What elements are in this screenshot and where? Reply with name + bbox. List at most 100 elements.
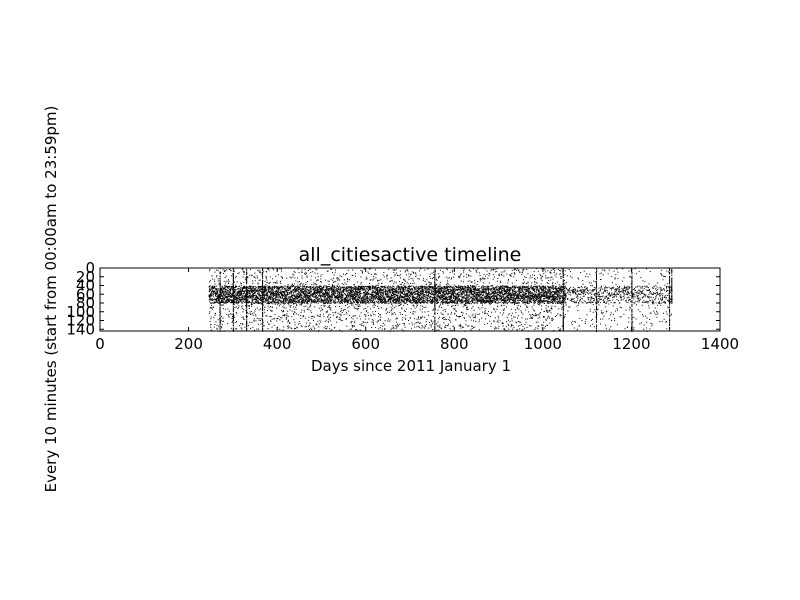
data-point (345, 287, 347, 289)
data-point (425, 287, 427, 289)
data-point (259, 288, 261, 290)
data-point (212, 288, 214, 290)
data-point (258, 286, 260, 287)
data-point (275, 296, 277, 298)
data-point (334, 299, 336, 301)
data-point (238, 291, 240, 293)
data-point (247, 287, 249, 289)
data-point (310, 295, 312, 297)
data-point (315, 300, 317, 302)
data-point (426, 297, 428, 299)
data-point (246, 312, 248, 314)
data-point (371, 297, 373, 299)
data-point (296, 288, 298, 290)
data-point (289, 286, 291, 288)
data-point (406, 295, 408, 297)
data-point (310, 291, 312, 293)
data-point (403, 304, 405, 306)
data-point (290, 305, 292, 307)
data-point (258, 297, 260, 299)
data-point (228, 282, 230, 284)
data-point (235, 302, 237, 304)
data-point (312, 319, 314, 321)
data-point (260, 292, 262, 294)
data-point (398, 292, 400, 294)
data-point (349, 289, 351, 291)
data-point (222, 285, 224, 287)
data-point (394, 325, 396, 327)
data-point (415, 293, 417, 295)
data-point (374, 286, 376, 288)
data-point (293, 294, 295, 296)
data-point (253, 320, 255, 322)
data-point (252, 300, 254, 302)
data-point (375, 327, 377, 329)
data-point (292, 291, 294, 293)
data-point (311, 296, 313, 298)
data-point (399, 293, 401, 295)
data-point (301, 292, 303, 294)
data-point (431, 287, 433, 289)
data-point (308, 296, 310, 298)
data-point (314, 292, 316, 294)
data-point (373, 303, 375, 305)
data-point (263, 294, 265, 296)
data-point (247, 297, 249, 299)
data-point (325, 292, 327, 294)
data-point (241, 293, 243, 295)
data-point (286, 295, 288, 297)
data-point (418, 294, 420, 296)
data-point (225, 275, 227, 277)
data-point (311, 300, 313, 302)
data-point (339, 313, 341, 315)
data-point (316, 269, 318, 271)
data-point (295, 296, 297, 298)
data-point (432, 276, 434, 278)
data-point (350, 317, 352, 319)
data-point (390, 289, 392, 291)
data-point (243, 271, 245, 273)
data-point (320, 281, 322, 283)
data-point (224, 285, 226, 287)
data-point (381, 302, 383, 304)
data-point (339, 289, 341, 291)
data-point (258, 317, 260, 319)
data-point (426, 318, 428, 320)
data-point (294, 283, 296, 285)
data-point (384, 287, 386, 289)
data-point (242, 288, 244, 290)
data-point (321, 294, 323, 296)
data-point (246, 299, 248, 301)
data-point (237, 293, 239, 295)
data-point (386, 296, 388, 298)
data-point (347, 293, 349, 295)
data-point (339, 302, 341, 304)
data-point (426, 302, 428, 304)
data-point (396, 290, 398, 292)
data-point (357, 286, 359, 288)
data-point (375, 273, 377, 275)
data-point (294, 291, 296, 293)
data-point (396, 317, 398, 319)
data-point (227, 298, 229, 299)
data-point (242, 293, 244, 295)
data-point (254, 295, 256, 297)
data-point (234, 307, 236, 309)
data-point (233, 322, 235, 324)
data-point (420, 288, 422, 290)
data-point (329, 301, 331, 303)
data-point (228, 316, 230, 318)
data-point (268, 291, 270, 293)
data-point (323, 289, 325, 291)
data-point (234, 270, 236, 272)
data-point (343, 287, 345, 289)
data-point (238, 272, 240, 274)
data-point (235, 311, 237, 313)
data-point (238, 290, 240, 292)
data-point (432, 299, 434, 301)
data-point (422, 291, 424, 293)
data-point (222, 290, 224, 292)
data-point (408, 273, 410, 275)
data-point (221, 323, 223, 325)
data-point (340, 288, 342, 290)
